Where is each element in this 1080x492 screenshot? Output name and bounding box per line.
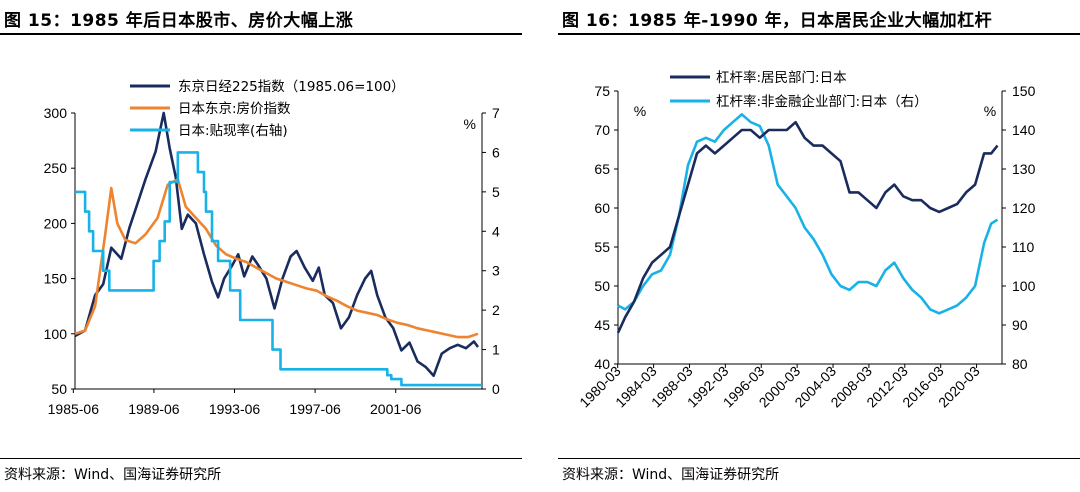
y-tick-label: 55 xyxy=(594,239,610,255)
y2-unit-label: % xyxy=(984,103,996,119)
y-unit-label: % xyxy=(634,103,646,119)
y2-tick-label: 80 xyxy=(1012,356,1028,372)
y-tick-label: 70 xyxy=(594,122,610,138)
y-tick-label: 60 xyxy=(594,200,610,216)
series-corporate-leverage-line xyxy=(617,113,999,315)
y-tick-label: 75 xyxy=(594,83,610,99)
x-tick-label: 2001-06 xyxy=(370,401,422,417)
legend-corporate-leverage-label: 杠杆率:非金融企业部门:日本（右） xyxy=(716,93,928,110)
y-tick-label: 40 xyxy=(594,356,610,372)
left-source-note: 资料来源：Wind、国海证券研究所 xyxy=(4,467,222,483)
series-tokyo-house-price-line xyxy=(74,177,479,339)
left-title-rule xyxy=(0,33,522,35)
y2-tick-label: 5 xyxy=(492,184,500,200)
y2-tick-label: 2 xyxy=(492,302,500,318)
y-tick-label: 50 xyxy=(51,381,67,397)
series-discount-rate-line xyxy=(75,151,482,387)
y2-tick-label: 90 xyxy=(1012,317,1028,333)
y2-tick-label: 150 xyxy=(1012,83,1036,99)
legend-house-price-label: 日本东京:房价指数 xyxy=(178,101,291,117)
y-tick-label: 250 xyxy=(44,160,68,176)
legend-discount-rate-label: 日本:贴现率(右轴) xyxy=(178,122,288,139)
y2-tick-label: 6 xyxy=(492,144,500,160)
series-nikkei225-line xyxy=(74,111,480,378)
y-tick-label: 300 xyxy=(44,105,68,121)
y2-tick-label: 4 xyxy=(492,223,500,239)
y2-tick-label: 1 xyxy=(492,342,500,358)
y2-unit-label: % xyxy=(464,116,476,132)
y-tick-label: 50 xyxy=(594,278,610,294)
legend-household-leverage-label: 杠杆率:居民部门:日本 xyxy=(716,69,847,86)
x-tick-label: 1989-06 xyxy=(128,401,180,417)
y2-tick-label: 7 xyxy=(492,105,500,121)
left-chart-title: 图 15：1985 年后日本股市、房价大幅上涨 xyxy=(4,11,354,31)
series-household-leverage-line xyxy=(616,120,999,334)
right-chart-title: 图 16：1985 年-1990 年，日本居民企业大幅加杠杆 xyxy=(562,11,993,31)
y2-tick-label: 100 xyxy=(1012,278,1036,294)
x-tick-label: 1985-06 xyxy=(48,401,100,417)
right-source-rule xyxy=(558,458,1080,459)
y2-tick-label: 0 xyxy=(492,381,500,397)
left-chart-svg: 50 100 150 200 250 300 0 1 2 3 4 5 6 7% 1985-06 1989-06… xyxy=(44,79,500,417)
x-tick-label: 1997-06 xyxy=(289,401,341,417)
y2-tick-label: 3 xyxy=(492,263,500,279)
y2-tick-label: 140 xyxy=(1012,122,1036,138)
y-tick-label: 150 xyxy=(44,271,68,287)
y-tick-label: 65 xyxy=(594,161,610,177)
left-source-rule xyxy=(0,458,522,459)
legend-nikkei225-label: 东京日经225指数（1985.06=100） xyxy=(178,79,405,95)
y-tick-label: 100 xyxy=(44,326,68,342)
y-tick-label: 200 xyxy=(44,215,68,231)
right-title-rule xyxy=(558,33,1080,35)
y2-tick-label: 120 xyxy=(1012,200,1036,216)
left-chart-panel: 图 15：1985 年后日本股市、房价大幅上涨 50 100 150 200 250 30… xyxy=(0,0,522,492)
y-tick-label: 45 xyxy=(594,317,610,333)
right-chart-svg: 40 45 50 55 60 65 70 75 80 90 100 110 120 130 140 150%%… xyxy=(576,69,1036,410)
y2-tick-label: 110 xyxy=(1012,239,1035,255)
x-tick-label: 1993-06 xyxy=(209,401,261,417)
y2-tick-label: 130 xyxy=(1012,161,1036,177)
right-source-note: 资料来源：Wind、国海证券研究所 xyxy=(562,467,780,483)
right-chart-panel: 图 16：1985 年-1990 年，日本居民企业大幅加杠杆 40 45 50 55 6… xyxy=(558,0,1080,492)
